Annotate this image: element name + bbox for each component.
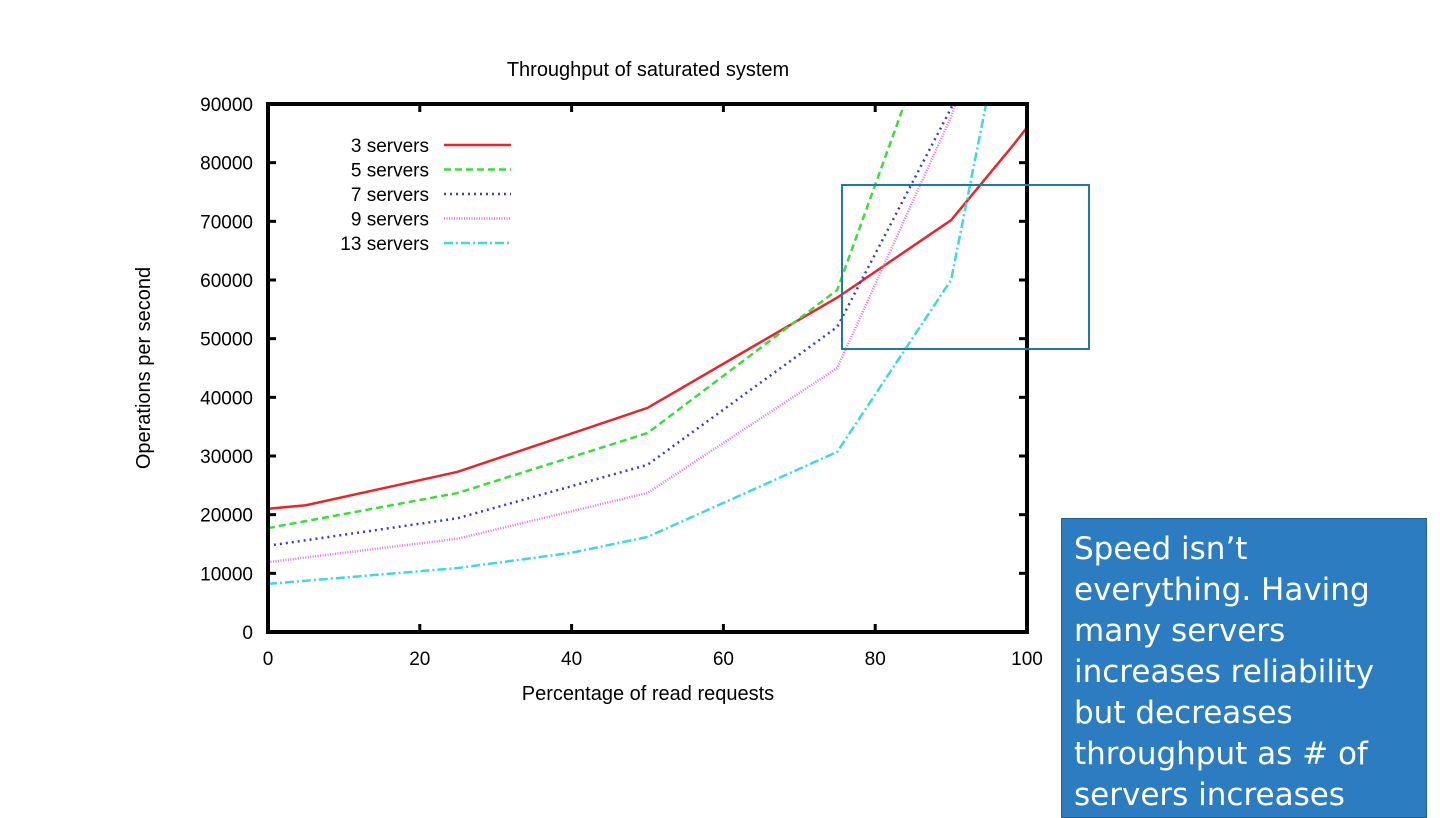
x-axis-label: Percentage of read requests <box>522 683 774 705</box>
y-tick-label: 50000 <box>200 330 253 351</box>
x-tick-label: 80 <box>865 649 886 670</box>
y-tick-label: 20000 <box>200 506 253 527</box>
callout-box: Speed isn’t everything. Having many serv… <box>1061 518 1427 818</box>
y-axis-label: Operations per second <box>133 267 155 469</box>
chart-title: Throughput of saturated system <box>507 59 789 81</box>
y-tick-label: 30000 <box>200 447 253 468</box>
legend-label: 5 servers <box>351 161 429 182</box>
x-tick-label: 60 <box>713 649 734 670</box>
x-tick-label: 40 <box>561 649 582 670</box>
plot-frame <box>266 102 1029 634</box>
series-line-3-servers <box>268 126 1027 511</box>
x-tick-label: 100 <box>1011 649 1043 670</box>
y-tick-label: 40000 <box>200 388 253 409</box>
legend-label: 9 servers <box>351 210 429 231</box>
legend-label: 13 servers <box>340 234 429 255</box>
y-tick-label: 90000 <box>200 95 253 116</box>
series-line-13-servers <box>268 104 988 586</box>
legend-label: 7 servers <box>351 185 429 206</box>
highlight-box <box>841 184 1090 350</box>
y-tick-label: 0 <box>242 623 253 644</box>
y-tick-label: 70000 <box>200 212 253 233</box>
y-tick-label: 60000 <box>200 271 253 292</box>
legend-label: 3 servers <box>351 136 429 157</box>
y-tick-label: 80000 <box>200 154 253 175</box>
x-tick-label: 20 <box>409 649 430 670</box>
y-tick-label: 10000 <box>200 564 253 585</box>
x-tick-label: 0 <box>263 649 274 670</box>
